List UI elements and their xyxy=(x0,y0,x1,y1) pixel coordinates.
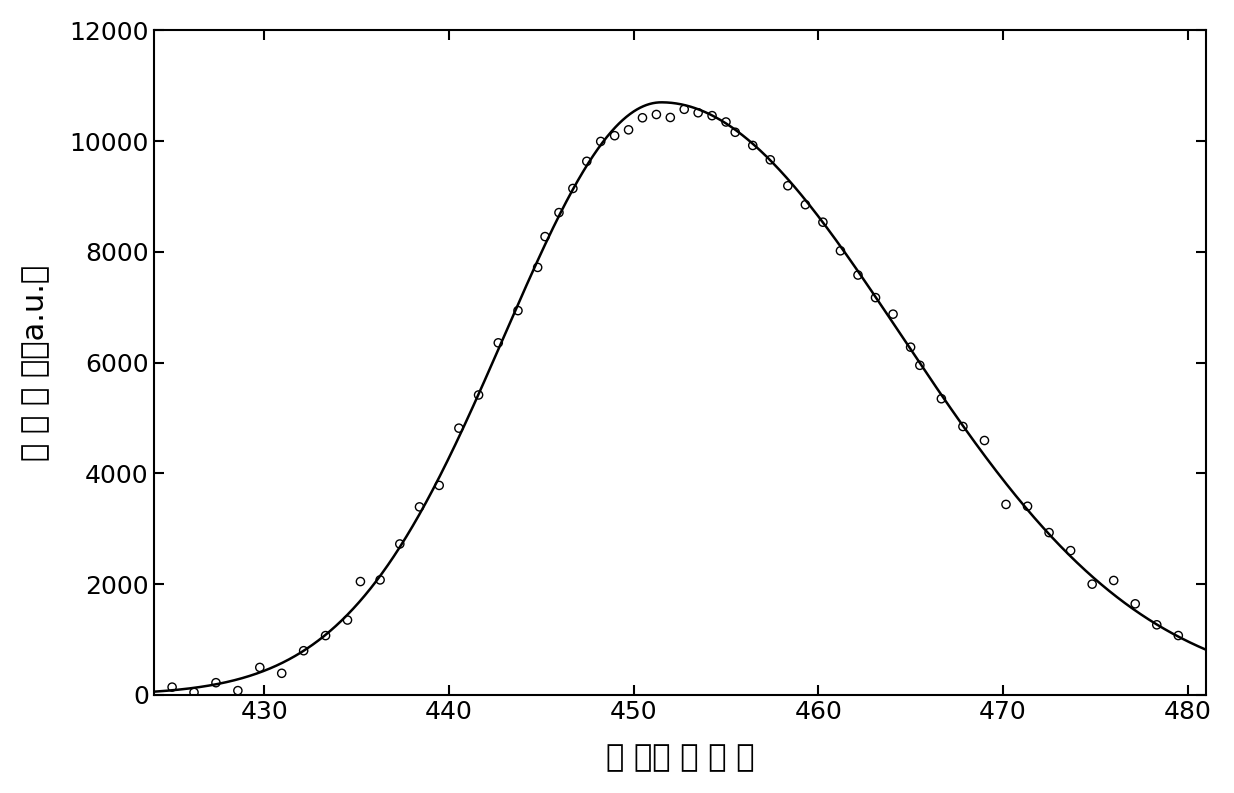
Point xyxy=(760,154,780,167)
Point xyxy=(975,435,995,447)
Point xyxy=(689,106,708,119)
Point xyxy=(743,139,763,151)
Point xyxy=(591,135,611,147)
Point xyxy=(370,573,390,586)
Point xyxy=(647,108,666,121)
Point xyxy=(508,305,528,317)
Point xyxy=(884,308,903,320)
Point xyxy=(549,206,569,219)
Point xyxy=(1104,574,1124,587)
Point xyxy=(271,667,291,680)
Point xyxy=(294,645,313,657)
Point xyxy=(605,129,624,142)
Point xyxy=(469,389,489,401)
Point xyxy=(716,116,735,128)
Point xyxy=(350,575,370,588)
Point xyxy=(777,179,797,192)
Point xyxy=(1082,578,1102,591)
Point xyxy=(1125,597,1145,610)
Point xyxy=(702,109,722,122)
Point xyxy=(953,420,972,433)
Point xyxy=(813,216,833,228)
Point xyxy=(848,269,868,282)
Point xyxy=(228,684,248,697)
Point xyxy=(996,498,1016,511)
Point xyxy=(866,291,886,304)
Point xyxy=(563,182,582,195)
Point xyxy=(901,341,921,354)
Point xyxy=(536,230,555,243)
Point xyxy=(909,359,929,372)
Point xyxy=(251,661,270,674)
Point xyxy=(633,112,653,125)
Point xyxy=(660,111,680,124)
Point xyxy=(410,500,429,513)
Point xyxy=(578,155,597,167)
Point xyxy=(429,479,449,492)
Point xyxy=(338,614,358,626)
Point xyxy=(796,198,816,211)
Point xyxy=(830,244,850,257)
Point xyxy=(618,124,638,136)
Point xyxy=(1169,629,1188,642)
Point xyxy=(1039,527,1059,539)
Point xyxy=(528,261,548,274)
Point xyxy=(674,103,694,116)
Point xyxy=(1146,619,1166,631)
Y-axis label: 发 光 强 度（a.u.）: 发 光 强 度（a.u.） xyxy=(21,265,49,461)
X-axis label: 波 长（ 纳 米 ）: 波 长（ 纳 米 ） xyxy=(606,743,754,772)
Point xyxy=(726,126,745,139)
Point xyxy=(1061,544,1081,557)
Point xyxy=(206,676,226,689)
Point xyxy=(390,538,410,550)
Point xyxy=(489,336,508,349)
Point xyxy=(1018,500,1038,512)
Point xyxy=(162,680,181,693)
Point xyxy=(184,686,204,699)
Point xyxy=(449,422,469,435)
Point xyxy=(932,393,951,405)
Point xyxy=(316,630,336,642)
